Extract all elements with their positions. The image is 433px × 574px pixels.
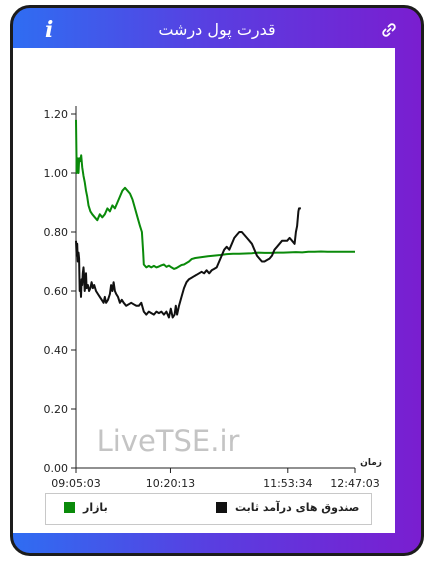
series-line-market [75,119,355,270]
y-tick-label: 0.20 [44,403,69,416]
y-tick-label: 0.40 [44,344,69,357]
link-icon[interactable] [381,22,397,38]
series-line-fixed-income [75,207,301,319]
x-tick-label: 12:47:03 [330,477,379,490]
y-tick-label: 1.20 [44,108,69,121]
info-icon[interactable]: i [45,17,54,43]
x-tick-label: 09:05:03 [51,477,100,490]
card-header: i قدرت پول درشت [13,8,421,54]
legend-item-market[interactable]: بازار [64,501,108,514]
card-title: قدرت پول درشت [158,20,276,39]
watermark: LiveTSE.ir [97,424,240,458]
x-tick-label: 11:53:34 [263,477,312,490]
x-axis-label: زمان [360,458,382,468]
x-tick-label: 10:20:13 [146,477,195,490]
legend-label-fixed-income: صندوق های درآمد ثابت [235,501,360,514]
y-tick-label: 0.00 [44,462,69,475]
y-tick-label: 0.80 [44,226,69,239]
line-chart: LiveTSE.ir 0.00 0.20 0.40 0.60 0.80 1.00 1.20 09… [44,106,382,490]
legend-swatch-fixed-income [216,502,227,513]
chart-panel: LiveTSE.ir 0.00 0.20 0.40 0.60 0.80 1.00 1.20 09… [13,48,395,533]
legend-item-fixed-income[interactable]: صندوق های درآمد ثابت [216,501,359,514]
chart-legend: بازار صندوق های درآمد ثابت [45,493,372,525]
legend-label-market: بازار [83,501,108,514]
legend-swatch-market [64,502,75,513]
y-tick-label: 1.00 [44,167,69,180]
y-tick-label: 0.60 [44,285,69,298]
